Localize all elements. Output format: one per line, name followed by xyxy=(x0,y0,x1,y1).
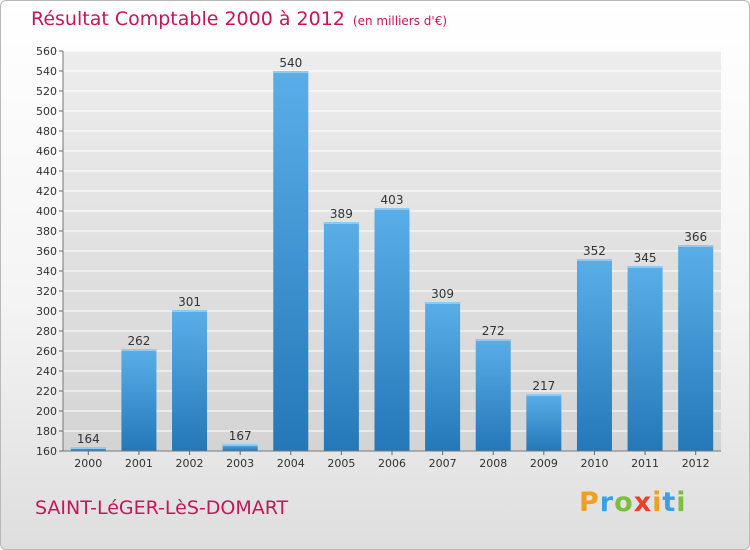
bar-highlight xyxy=(121,349,157,351)
bar-2007 xyxy=(425,302,461,451)
bar-highlight xyxy=(273,71,309,73)
y-tick-label: 500 xyxy=(36,105,57,118)
data-label: 389 xyxy=(330,207,353,221)
bar-highlight xyxy=(526,394,562,396)
x-tick-label: 2007 xyxy=(429,457,457,470)
logo-letter: t xyxy=(662,487,677,518)
y-tick-label: 240 xyxy=(36,365,57,378)
x-tick-label: 2011 xyxy=(631,457,659,470)
x-tick-label: 2010 xyxy=(580,457,608,470)
bar-2011 xyxy=(627,266,663,451)
logo-letter: i xyxy=(676,487,687,518)
y-tick-label: 320 xyxy=(36,285,57,298)
bars: 164 262 301 167 540 389 403 309 272 217 352 345 366 xyxy=(70,56,714,451)
commune-name: SAINT-LéGER-LèS-DOMART xyxy=(35,497,289,519)
proxiti-logo: Proxiti xyxy=(579,487,687,518)
data-label: 540 xyxy=(279,56,302,70)
y-tick-label: 300 xyxy=(36,305,57,318)
x-axis: 2000 2001 2002 2003 2004 2005 2006 2007 2008 2009… xyxy=(63,450,721,470)
x-tick-label: 2009 xyxy=(530,457,558,470)
bar-highlight xyxy=(475,339,511,341)
bar-highlight xyxy=(70,447,106,449)
bar-2003 xyxy=(222,444,258,451)
y-tick-label: 360 xyxy=(36,245,57,258)
y-tick-label: 400 xyxy=(36,205,57,218)
unit-note: (en milliers d'€) xyxy=(352,14,448,28)
bar-highlight xyxy=(678,245,714,247)
logo-letter: P xyxy=(579,487,600,518)
y-tick-label: 280 xyxy=(36,325,57,338)
bar-highlight xyxy=(374,208,410,210)
data-label: 217 xyxy=(532,379,555,393)
data-label: 272 xyxy=(482,324,505,338)
chart-title-block: Résultat Comptable 2000 à 2012 (en millie… xyxy=(31,8,447,30)
bar-highlight xyxy=(425,302,461,304)
x-tick-label: 2012 xyxy=(682,457,710,470)
x-tick-label: 2001 xyxy=(125,457,153,470)
y-tick-label: 480 xyxy=(36,125,57,138)
y-axis: 160 180 200 220 240 260 280 300 320 340 360 380 400 4… xyxy=(36,45,64,458)
bar-2009 xyxy=(526,394,562,451)
logo-letter: o xyxy=(614,487,634,518)
bar-highlight xyxy=(323,222,359,224)
y-tick-label: 220 xyxy=(36,385,57,398)
bar-2001 xyxy=(121,349,157,451)
logo-letter: r xyxy=(599,487,615,518)
x-tick-label: 2002 xyxy=(176,457,204,470)
chart-title: Résultat Comptable 2000 à 2012 xyxy=(31,8,345,30)
y-tick-label: 520 xyxy=(36,85,57,98)
data-label: 301 xyxy=(178,295,201,309)
y-tick-label: 200 xyxy=(36,405,57,418)
x-tick-label: 2006 xyxy=(378,457,406,470)
logo-letter: i xyxy=(652,487,663,518)
x-tick-label: 2005 xyxy=(327,457,355,470)
y-tick-label: 180 xyxy=(36,425,57,438)
x-tick-label: 2003 xyxy=(226,457,254,470)
data-label: 164 xyxy=(77,432,100,446)
x-tick-label: 2004 xyxy=(277,457,305,470)
data-label: 403 xyxy=(381,193,404,207)
y-tick-label: 440 xyxy=(36,165,57,178)
bar-highlight xyxy=(222,444,258,446)
y-tick-label: 540 xyxy=(36,65,57,78)
y-tick-label: 340 xyxy=(36,265,57,278)
bar-2010 xyxy=(576,259,612,451)
y-tick-label: 560 xyxy=(36,45,57,58)
y-tick-label: 380 xyxy=(36,225,57,238)
bar-highlight xyxy=(172,310,208,312)
data-label: 167 xyxy=(229,429,252,443)
bar-2005 xyxy=(323,222,359,451)
bar-2002 xyxy=(172,310,208,451)
data-label: 366 xyxy=(684,230,707,244)
y-tick-label: 420 xyxy=(36,185,57,198)
bar-highlight xyxy=(576,259,612,261)
bar-2006 xyxy=(374,208,410,451)
y-tick-label: 460 xyxy=(36,145,57,158)
bar-2004 xyxy=(273,71,309,451)
x-tick-label: 2008 xyxy=(479,457,507,470)
x-tick-label: 2000 xyxy=(74,457,102,470)
data-label: 352 xyxy=(583,244,606,258)
data-label: 345 xyxy=(634,251,657,265)
y-tick-label: 160 xyxy=(36,445,57,458)
y-tick-label: 260 xyxy=(36,345,57,358)
bar-2008 xyxy=(475,339,511,451)
bar-highlight xyxy=(627,266,663,268)
logo-letter: x xyxy=(633,487,653,518)
bar-2012 xyxy=(678,245,714,451)
data-label: 262 xyxy=(127,334,150,348)
data-label: 309 xyxy=(431,287,454,301)
